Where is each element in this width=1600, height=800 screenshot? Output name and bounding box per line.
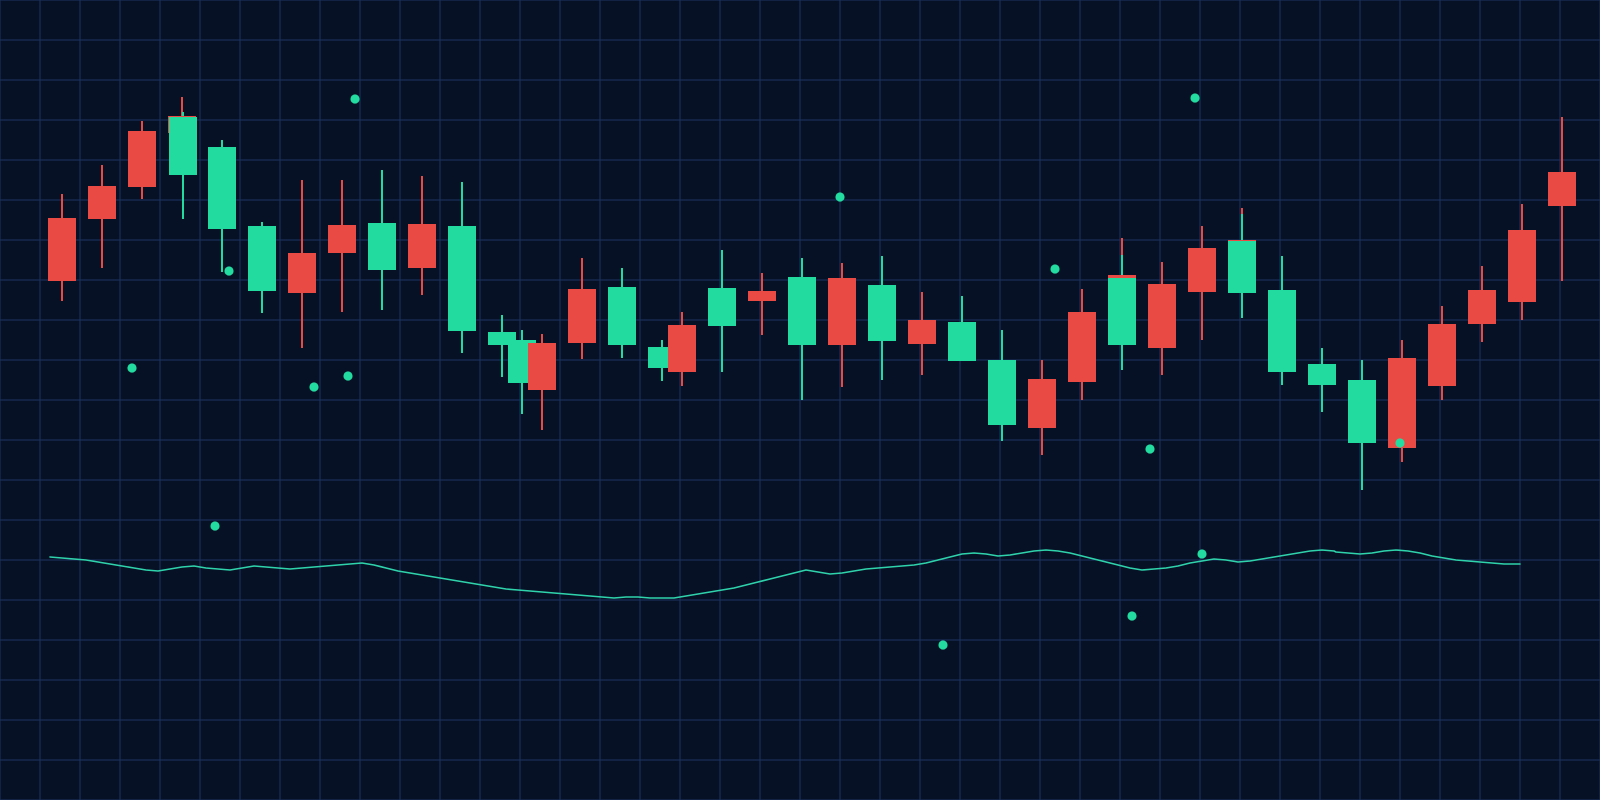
signal-dot-4[interactable] [1050, 264, 1060, 274]
candle-10[interactable] [328, 225, 356, 253]
signal-dots[interactable] [127, 93, 1405, 650]
volume-polyline [49, 549, 1521, 599]
signal-dot-1[interactable] [1190, 93, 1200, 103]
candle-39[interactable] [1268, 290, 1296, 372]
candle-34[interactable] [1108, 278, 1136, 345]
signal-dot-12[interactable] [1127, 611, 1137, 621]
candle-24[interactable] [788, 277, 816, 345]
candle-36[interactable] [1188, 248, 1216, 292]
candle-4[interactable] [169, 117, 197, 175]
candle-5[interactable] [208, 147, 236, 229]
candle-21[interactable] [668, 325, 696, 372]
signal-dot-10[interactable] [210, 521, 220, 531]
candle-38[interactable] [1228, 241, 1256, 293]
candle-18[interactable] [568, 289, 596, 343]
candle-7[interactable] [248, 229, 276, 291]
candle-25[interactable] [828, 278, 856, 345]
candle-45[interactable] [1468, 290, 1496, 324]
candle-0[interactable] [48, 218, 76, 281]
signal-dot-8[interactable] [1145, 444, 1155, 454]
candle-44[interactable] [1428, 324, 1456, 386]
volume-line-series [49, 549, 1521, 599]
candle-22[interactable] [708, 288, 736, 326]
candle-1[interactable] [88, 186, 116, 219]
signal-dot-5[interactable] [127, 363, 137, 373]
candle-32[interactable] [1068, 312, 1096, 382]
candle-46[interactable] [1508, 230, 1536, 302]
candle-35[interactable] [1148, 284, 1176, 348]
signal-dot-13[interactable] [938, 640, 948, 650]
candle-11[interactable] [368, 223, 396, 270]
candle-13[interactable] [448, 226, 476, 275]
candle-26[interactable] [868, 285, 896, 341]
candle-8[interactable] [288, 270, 316, 293]
signal-dot-2[interactable] [835, 192, 845, 202]
candle-14[interactable] [448, 275, 476, 331]
candle-31[interactable] [1028, 379, 1056, 428]
signal-dot-3[interactable] [224, 266, 234, 276]
signal-dot-6[interactable] [343, 371, 353, 381]
candle-12[interactable] [408, 224, 436, 268]
candle-40[interactable] [1308, 364, 1336, 385]
signal-dot-9[interactable] [1395, 438, 1405, 448]
signal-dot-0[interactable] [350, 94, 360, 104]
candle-17[interactable] [528, 343, 556, 390]
candle-27[interactable] [908, 320, 936, 344]
candle-2[interactable] [128, 131, 156, 187]
candle-43[interactable] [1388, 358, 1416, 448]
signal-dot-11[interactable] [1197, 549, 1207, 559]
candle-bodies[interactable] [48, 116, 1576, 448]
candle-19[interactable] [608, 287, 636, 345]
candle-29[interactable] [988, 360, 1016, 425]
candle-41[interactable] [1348, 380, 1376, 443]
signal-dot-7[interactable] [309, 382, 319, 392]
candle-47[interactable] [1548, 172, 1576, 206]
candle-28[interactable] [948, 322, 976, 361]
candle-23[interactable] [748, 291, 776, 301]
candle-9[interactable] [288, 253, 316, 272]
